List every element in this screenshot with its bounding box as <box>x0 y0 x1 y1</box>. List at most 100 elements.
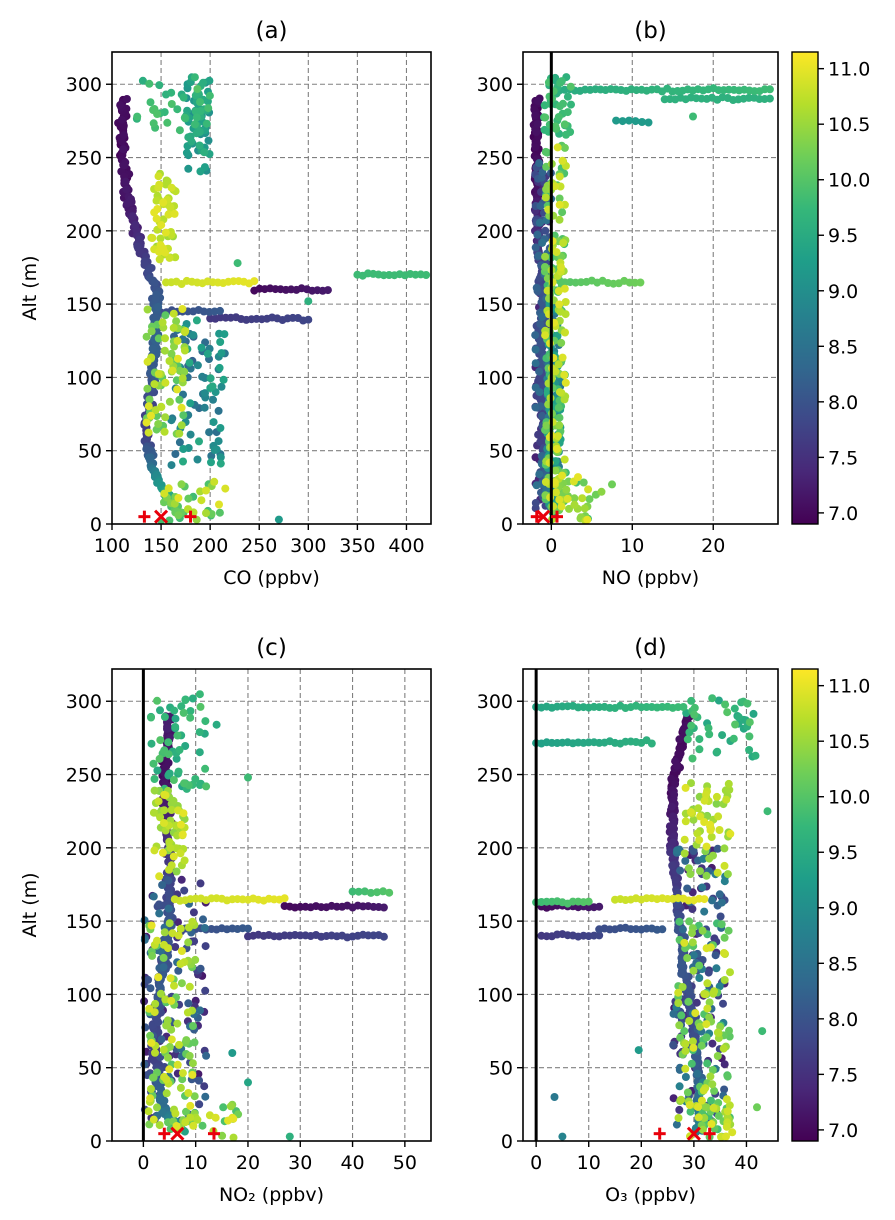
data-point <box>689 112 697 121</box>
data-point <box>195 690 204 699</box>
data-point <box>165 1042 174 1051</box>
data-point <box>154 420 163 428</box>
data-point <box>184 164 193 173</box>
data-point <box>186 399 195 408</box>
data-point <box>133 242 142 251</box>
data-point <box>683 1088 692 1097</box>
data-point <box>184 938 193 947</box>
red-plus-marker <box>551 510 563 523</box>
data-point <box>163 118 172 127</box>
data-point <box>165 357 174 365</box>
data-point <box>555 194 564 203</box>
data-point <box>149 759 158 768</box>
data-point <box>751 751 760 760</box>
data-point <box>179 445 188 453</box>
data-point <box>201 389 209 398</box>
data-point <box>678 925 687 934</box>
data-point <box>123 199 132 208</box>
data-point <box>190 1092 199 1101</box>
data-point <box>202 782 211 791</box>
data-point <box>169 852 178 861</box>
data-point <box>138 76 147 85</box>
data-point <box>536 202 545 210</box>
data-point <box>160 489 169 498</box>
data-point <box>146 1031 155 1040</box>
data-point <box>707 833 716 841</box>
data-point <box>533 119 542 128</box>
data-point <box>687 1059 696 1068</box>
y-tick-label: 300 <box>477 74 513 96</box>
data-point <box>745 718 754 727</box>
data-point <box>578 494 587 503</box>
data-point <box>226 1102 235 1111</box>
data-point <box>179 457 187 466</box>
data-point <box>701 990 710 999</box>
data-point <box>671 780 680 788</box>
data-point <box>373 888 381 897</box>
data-point <box>199 915 207 924</box>
x-tick-label: 30 <box>288 1152 312 1174</box>
data-point <box>152 412 161 420</box>
scatter-points <box>140 690 394 1141</box>
data-point <box>692 998 701 1007</box>
data-point <box>560 455 569 464</box>
panel-title: (c) <box>256 635 287 661</box>
data-point <box>541 263 549 271</box>
data-point <box>703 1004 712 1013</box>
data-point <box>184 133 193 142</box>
data-point <box>189 908 198 917</box>
data-point <box>180 367 189 376</box>
data-point <box>190 73 199 82</box>
data-point <box>163 1021 172 1030</box>
x-tick-label: 0 <box>530 1152 542 1174</box>
data-point <box>175 438 184 447</box>
data-point <box>202 1051 211 1060</box>
data-point <box>700 796 709 805</box>
data-point <box>683 735 692 744</box>
data-point <box>684 997 693 1006</box>
x-axis-label: NO₂ (ppbv) <box>219 1184 324 1206</box>
data-point <box>122 95 131 103</box>
data-point <box>552 488 560 497</box>
data-point <box>722 795 731 804</box>
data-point <box>720 976 729 984</box>
ticks <box>106 700 406 1147</box>
data-point <box>669 823 678 832</box>
data-point <box>174 767 183 776</box>
data-point <box>722 1122 731 1131</box>
data-point <box>198 1121 207 1130</box>
data-point <box>164 484 173 493</box>
data-point <box>156 736 165 745</box>
data-point <box>685 917 694 926</box>
data-point <box>164 738 173 747</box>
data-point <box>149 808 158 817</box>
data-point <box>201 1092 210 1101</box>
data-point <box>153 1103 161 1112</box>
data-point <box>719 1044 728 1053</box>
data-point <box>152 196 161 205</box>
data-point <box>531 331 540 340</box>
x-tick-label: 50 <box>393 1152 417 1174</box>
data-point <box>173 354 182 363</box>
data-point <box>706 1072 715 1081</box>
data-point <box>691 1009 700 1018</box>
data-point <box>555 421 564 430</box>
data-point <box>535 470 544 479</box>
data-point <box>541 331 550 340</box>
data-point <box>669 812 678 821</box>
data-point <box>144 975 153 984</box>
data-point <box>644 118 653 127</box>
marker-stroke <box>686 1126 701 1141</box>
data-point <box>725 785 734 794</box>
data-point <box>536 319 545 328</box>
data-point <box>214 406 223 415</box>
data-point <box>188 694 197 703</box>
data-point <box>555 102 564 111</box>
data-point <box>530 105 539 114</box>
data-point <box>183 1008 192 1017</box>
data-point <box>687 779 695 788</box>
data-point <box>673 901 682 910</box>
data-point <box>534 430 543 439</box>
data-point <box>541 193 550 202</box>
y-tick-label: 50 <box>489 441 513 463</box>
